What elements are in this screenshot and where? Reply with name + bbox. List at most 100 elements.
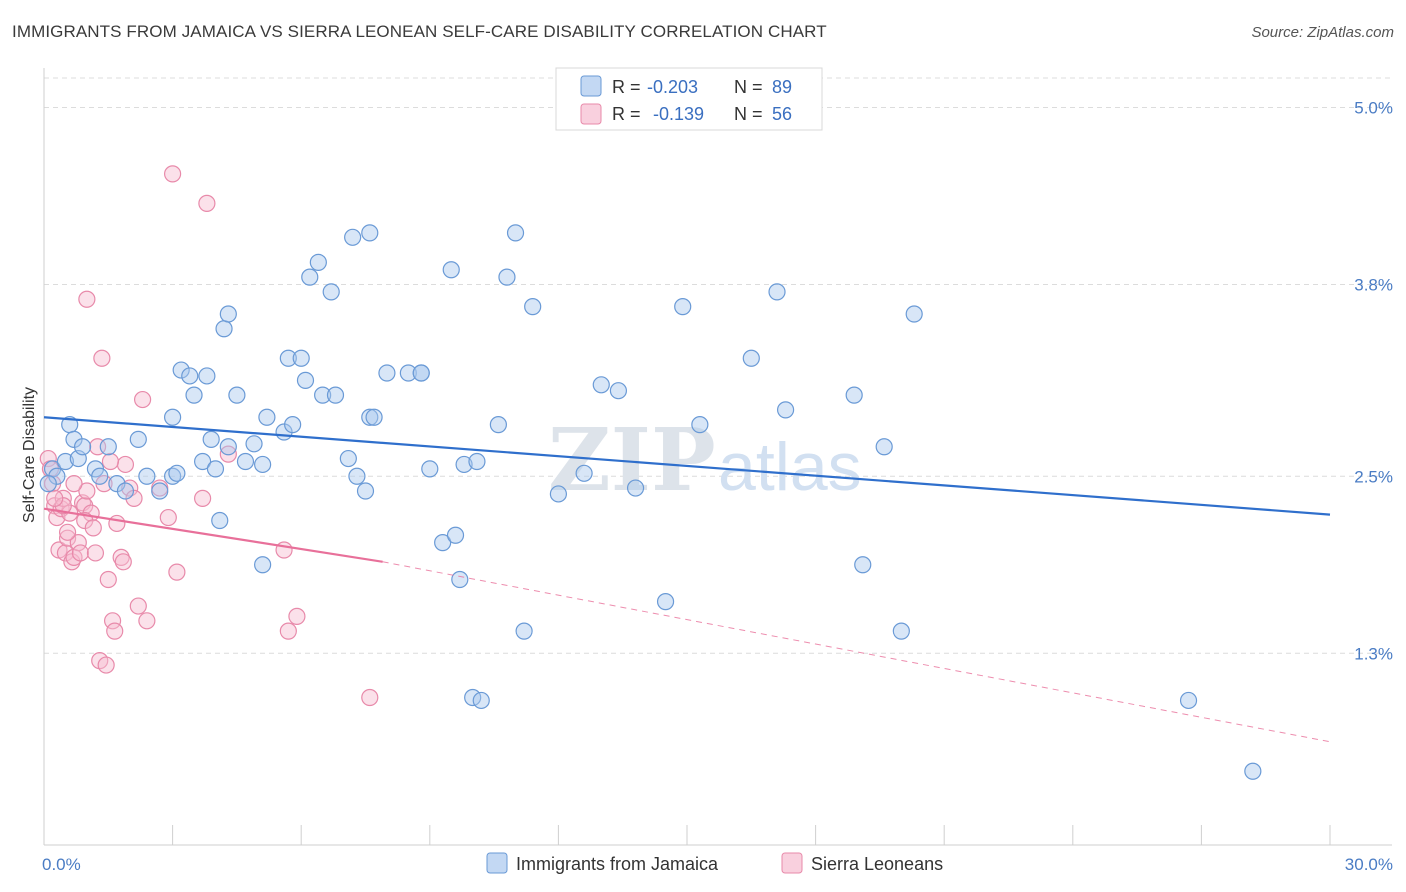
point-jamaica <box>515 622 533 640</box>
legend-swatch-sierra <box>580 103 602 125</box>
point-sierra-leonean <box>58 529 77 547</box>
point-jamaica <box>254 455 272 474</box>
point-jamaica <box>211 511 229 530</box>
point-jamaica <box>524 298 542 316</box>
x-tick-labels: 0.0% 30.0% <box>42 855 1393 874</box>
point-jamaica <box>854 556 872 574</box>
point-jamaica <box>301 268 319 286</box>
point-jamaica <box>254 556 272 574</box>
point-jamaica <box>399 364 417 382</box>
point-sierra-leonean <box>112 548 130 566</box>
point-sierra-leonean <box>65 475 83 493</box>
point-sierra-leonean <box>58 523 77 541</box>
point-jamaica <box>592 376 610 394</box>
point-jamaica <box>421 460 439 478</box>
legend-n-value-jamaica: 89 <box>772 77 792 97</box>
point-jamaica <box>892 622 910 640</box>
point-jamaica <box>575 464 593 482</box>
chart-title: IMMIGRANTS FROM JAMAICA VS SIERRA LEONEA… <box>12 22 827 41</box>
point-sierra-leonean <box>133 390 152 409</box>
point-sierra-leonean <box>114 553 132 571</box>
point-sierra-leonean <box>101 452 120 471</box>
point-jamaica <box>185 386 203 404</box>
point-jamaica <box>219 438 237 456</box>
point-jamaica <box>116 482 135 500</box>
point-sierra-leonean <box>138 612 156 630</box>
point-sierra-leonean <box>69 534 87 552</box>
legend-r-label: R = <box>612 77 641 97</box>
point-jamaica <box>99 438 117 456</box>
point-sierra-leonean <box>39 449 57 468</box>
point-jamaica <box>73 438 92 456</box>
point-jamaica <box>434 534 452 552</box>
point-jamaica <box>138 467 156 485</box>
y-axis-label: Self-Care Disability <box>21 387 38 523</box>
point-jamaica <box>365 408 383 426</box>
point-jamaica <box>39 475 57 493</box>
point-sierra-leonean <box>78 482 96 500</box>
point-jamaica <box>489 416 507 434</box>
point-sierra-leonean <box>106 622 124 640</box>
y-tick-label: 2.5% <box>1354 467 1393 486</box>
point-sierra-leonean <box>108 514 126 533</box>
point-jamaica <box>905 305 923 323</box>
point-jamaica <box>412 364 430 382</box>
y-tick-label: 5.0% <box>1354 99 1393 118</box>
point-jamaica <box>129 430 147 448</box>
legend-r-value-sierra: -0.139 <box>653 104 704 124</box>
source-label: Source: ZipAtlas.com <box>1251 24 1394 41</box>
bottom-legend-label-jamaica: Immigrants from Jamaica <box>516 854 719 874</box>
point-sierra-leonean <box>168 563 186 581</box>
point-sierra-leonean <box>63 553 81 571</box>
point-jamaica <box>206 460 225 478</box>
point-jamaica <box>344 228 362 246</box>
legend-n-label: N = <box>734 104 763 124</box>
point-sierra-leonean <box>288 607 306 625</box>
watermark-zip: ZIP <box>548 410 716 511</box>
point-jamaica <box>172 361 190 379</box>
point-jamaica <box>348 467 366 485</box>
point-jamaica <box>326 386 345 404</box>
point-jamaica <box>181 367 199 385</box>
point-jamaica <box>236 452 255 471</box>
x-tick-label: 0.0% <box>42 855 81 874</box>
point-sierra-leonean <box>99 570 117 589</box>
legend-n-value-sierra: 56 <box>772 104 792 124</box>
point-jamaica <box>168 464 186 482</box>
legend-swatch-jamaica <box>580 75 602 97</box>
point-jamaica <box>451 570 469 589</box>
point-jamaica <box>455 455 473 474</box>
point-jamaica <box>228 386 246 404</box>
point-jamaica <box>361 224 379 242</box>
point-jamaica <box>219 305 237 323</box>
trend-line-jamaica <box>43 416 1331 516</box>
point-sierra-leonean <box>219 445 237 463</box>
bottom-legend-swatch-sierra <box>781 852 803 874</box>
point-jamaica <box>309 253 327 271</box>
point-sierra-leonean <box>93 349 111 367</box>
point-jamaica <box>198 367 216 385</box>
point-sierra-leonean <box>129 597 147 615</box>
point-jamaica <box>279 349 297 367</box>
point-sierra-leonean <box>78 290 96 308</box>
point-sierra-leonean <box>103 612 122 630</box>
point-jamaica <box>776 401 795 419</box>
point-jamaica <box>151 482 169 500</box>
point-jamaica <box>215 320 233 338</box>
point-sierra-leonean <box>71 544 90 562</box>
watermark-atlas: atlas <box>718 429 862 505</box>
axes <box>43 68 1392 846</box>
point-jamaica <box>549 485 568 503</box>
point-sierra-leonean <box>194 489 212 507</box>
point-jamaica <box>339 449 357 468</box>
correlation-legend: R = -0.203 N = 89 R = -0.139 N = 56 <box>555 67 823 131</box>
point-jamaica <box>472 691 490 710</box>
point-sierra-leonean <box>46 489 64 507</box>
point-jamaica <box>1179 691 1198 710</box>
point-jamaica <box>245 435 263 453</box>
trend-line-sierra-leonean <box>43 507 383 563</box>
point-jamaica <box>498 268 516 286</box>
point-jamaica <box>292 349 310 367</box>
point-jamaica <box>202 430 220 448</box>
point-jamaica <box>258 408 276 426</box>
